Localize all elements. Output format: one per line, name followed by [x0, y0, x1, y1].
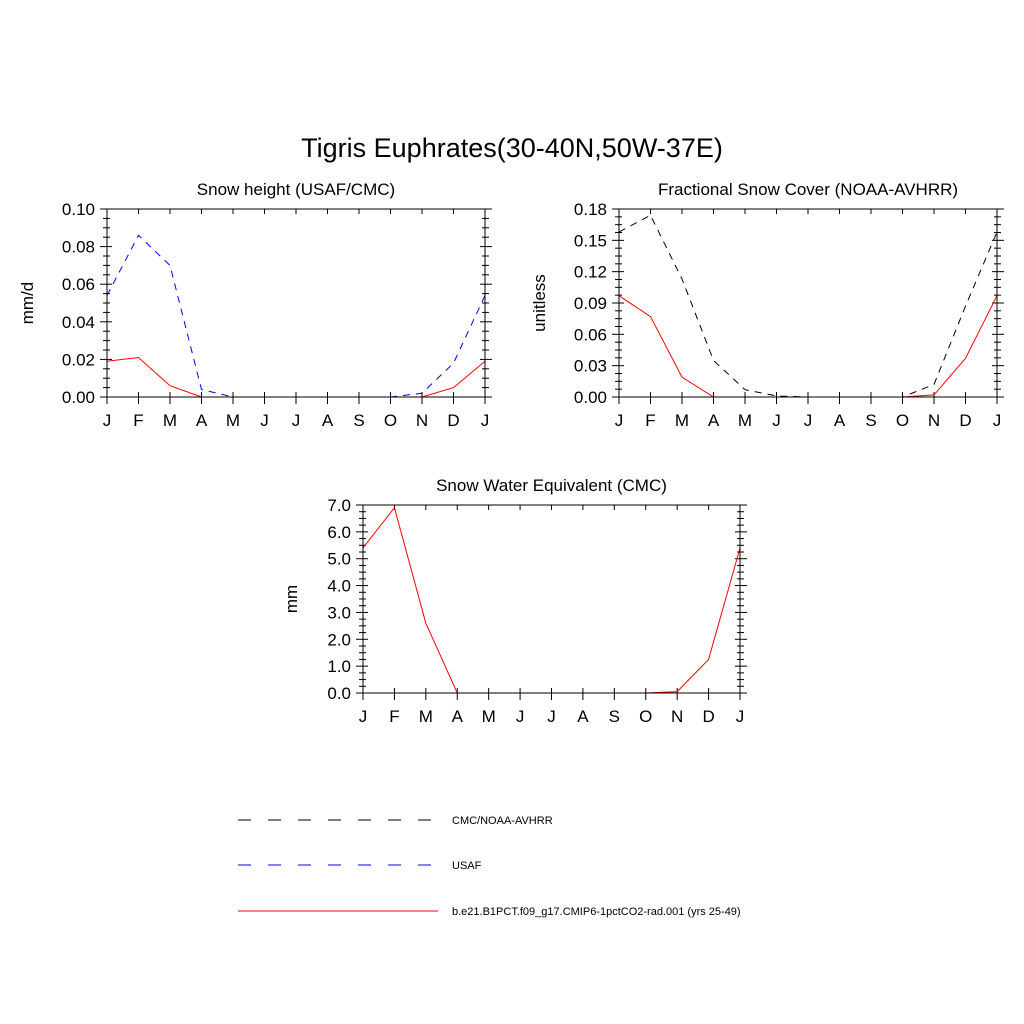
snow-cover-frame — [618, 208, 998, 398]
snow-height-xtick-label: J — [292, 411, 301, 430]
swe-ylabel: mm — [282, 585, 301, 613]
snow-height-xtick-label: D — [447, 411, 459, 430]
snow-height-xtick-label: M — [163, 411, 177, 430]
swe-ytick-label: 4.0 — [327, 577, 351, 596]
snow-height-xtick-label: J — [481, 411, 490, 430]
snow-cover-panel: Fractional Snow Cover (NOAA-AVHRR) unitle… — [530, 180, 1004, 430]
swe-ytick-label: 5.0 — [327, 550, 351, 569]
legend-item-cmc: CMC/NOAA-AVHRR — [238, 815, 553, 827]
snow-cover-xtick-label: J — [615, 411, 624, 430]
snow-cover-ytick-label: 0.03 — [574, 357, 607, 376]
snow-cover-ytick-label: 0.15 — [574, 231, 607, 250]
snow-cover-xtick-label: M — [675, 411, 689, 430]
snow-cover-xtick-label: S — [865, 411, 876, 430]
page-title: Tigris Euphrates(30-40N,50W-37E) — [301, 133, 723, 163]
swe-xtick-label: M — [482, 707, 496, 726]
snow-cover-xtick-label: O — [896, 411, 909, 430]
snow-cover-title: Fractional Snow Cover (NOAA-AVHRR) — [658, 180, 958, 199]
snow-height-xtick-label: N — [416, 411, 428, 430]
swe-ytick-label: 2.0 — [327, 630, 351, 649]
swe-ytick-label: 0.0 — [327, 684, 351, 703]
snow-cover-xtick-label: N — [928, 411, 940, 430]
swe-xtick-label: A — [452, 707, 464, 726]
snow-height-ytick-label: 0.10 — [62, 200, 95, 219]
snow-cover-xtick-label: J — [993, 411, 1002, 430]
swe-xtick-label: J — [359, 707, 368, 726]
swe-xtick-label: M — [419, 707, 433, 726]
snow-cover-xtick-label: J — [804, 411, 813, 430]
snow-height-xtick-label: S — [353, 411, 364, 430]
snow-height-frame — [106, 208, 486, 398]
swe-xtick-label: N — [671, 707, 683, 726]
snow-cover-ylabel: unitless — [530, 274, 549, 332]
snow-height-series-2 — [106, 356, 486, 398]
snow-cover-xtick-label: J — [772, 411, 781, 430]
swe-title: Snow Water Equivalent (CMC) — [436, 476, 667, 495]
swe-ytick-label: 7.0 — [327, 496, 351, 515]
snow-height-xtick-label: F — [133, 411, 143, 430]
snow-cover-series-1 — [618, 295, 998, 398]
legend-item-usaf: USAF — [238, 860, 482, 872]
snow-height-ytick-label: 0.00 — [62, 388, 95, 407]
swe-ytick-label: 1.0 — [327, 657, 351, 676]
snow-height-ytick-label: 0.08 — [62, 238, 95, 257]
snow-cover-series-0 — [618, 214, 998, 398]
legend: CMC/NOAA-AVHRR USAF b.e21.B1PCT.f09_g17.… — [238, 815, 741, 918]
legend-item-model: b.e21.B1PCT.f09_g17.CMIP6-1pctCO2-rad.00… — [238, 906, 741, 918]
snow-cover-xtick-label: A — [834, 411, 846, 430]
swe-xtick-label: J — [547, 707, 556, 726]
swe-xtick-label: J — [736, 707, 745, 726]
swe-xtick-label: A — [577, 707, 589, 726]
swe-xtick-label: F — [389, 707, 399, 726]
swe-panel: Snow Water Equivalent (CMC)mmJ F M A M J J A S O N… — [282, 476, 747, 726]
swe-ytick-label: 6.0 — [327, 523, 351, 542]
legend-label-model: b.e21.B1PCT.f09_g17.CMIP6-1pctCO2-rad.00… — [452, 906, 741, 918]
snow-height-ytick-label: 0.04 — [62, 313, 95, 332]
snow-height-xtick-label: A — [322, 411, 334, 430]
snow-height-ytick-label: 0.06 — [62, 275, 95, 294]
snow-cover-ytick-label: 0.18 — [574, 200, 607, 219]
legend-label-usaf: USAF — [452, 860, 482, 872]
snow-cover-ytick-label: 0.12 — [574, 263, 607, 282]
snow-cover-xtick-label: D — [959, 411, 971, 430]
snow-height-ytick-label: 0.02 — [62, 350, 95, 369]
snow-cover-ytick-label: 0.09 — [574, 294, 607, 313]
snow-height-title: Snow height (USAF/CMC) — [197, 180, 395, 199]
snow-height-xtick-label: J — [103, 411, 112, 430]
swe-ytick-label: 3.0 — [327, 603, 351, 622]
snow-cover-ytick-label: 0.06 — [574, 325, 607, 344]
snow-cover-xtick-label: F — [645, 411, 655, 430]
swe-xtick-label: D — [702, 707, 714, 726]
swe-xtick-label: O — [639, 707, 652, 726]
swe-frame — [362, 504, 741, 694]
snow-height-xtick-label: J — [260, 411, 269, 430]
swe-xtick-label: J — [516, 707, 525, 726]
snow-height-ylabel: mm/d — [18, 282, 37, 325]
snow-cover-xtick-label: A — [708, 411, 720, 430]
snow-height-xtick-label: A — [196, 411, 208, 430]
snow-height-xtick-label: O — [384, 411, 397, 430]
swe-xtick-label: S — [609, 707, 620, 726]
swe-series-1 — [362, 506, 741, 694]
snow-height-series-0 — [106, 234, 486, 398]
snow-cover-ytick-label: 0.00 — [574, 388, 607, 407]
legend-label-cmc: CMC/NOAA-AVHRR — [452, 815, 553, 827]
snow-height-panel: Snow height (USAF/CMC)mm/dJ F M A M J J A S O N D J0… — [18, 180, 492, 430]
snow-height-xtick-label: M — [226, 411, 240, 430]
snow-cover-xtick-label: M — [738, 411, 752, 430]
